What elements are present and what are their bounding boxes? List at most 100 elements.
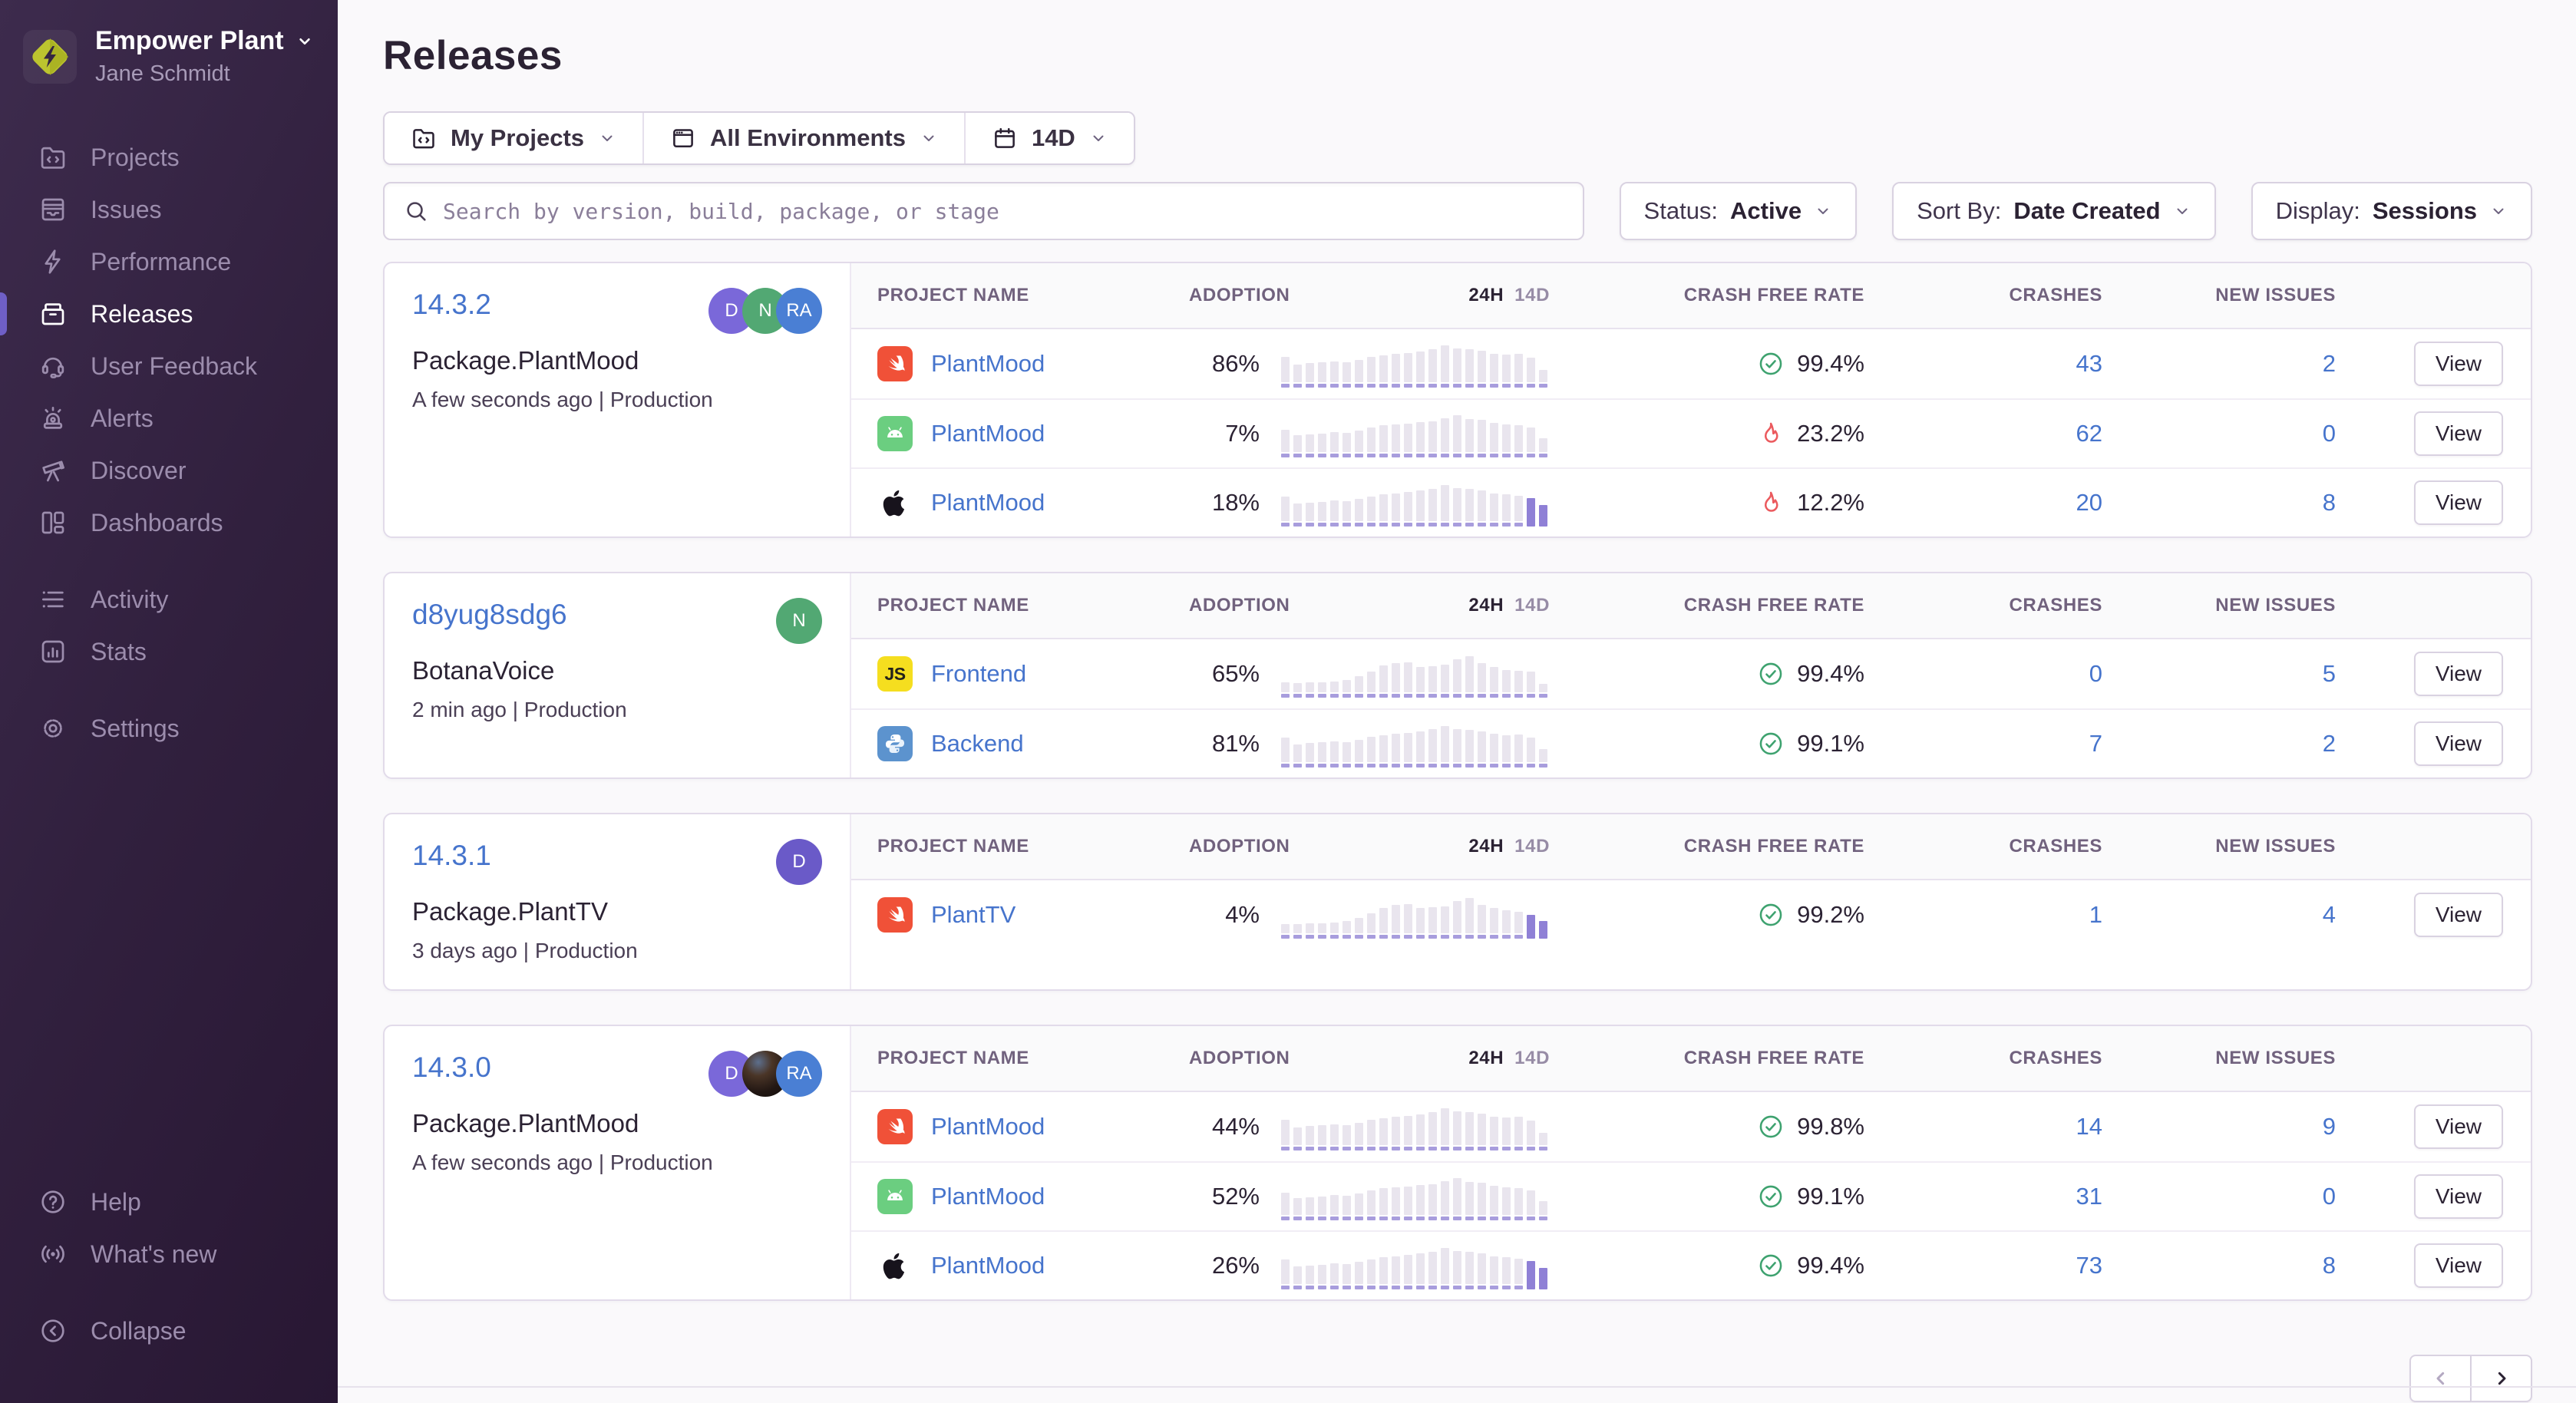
environment-filter-dropdown[interactable]: All Environments [642,113,964,163]
new-issues-link[interactable]: 2 [2322,730,2336,757]
release-version-link[interactable]: d8yug8sdg6 [412,599,567,630]
release-version-link[interactable]: 14.3.1 [412,840,491,871]
adoption-window-toggle[interactable]: 24H 14D [1468,1048,1550,1069]
display-dropdown[interactable]: Display: Sessions [2251,182,2532,240]
crashes-link[interactable]: 43 [2076,350,2102,377]
new-issues-link[interactable]: 8 [2322,489,2336,516]
project-link[interactable]: Frontend [931,660,1027,687]
toggle-14d[interactable]: 14D [1514,836,1550,857]
crashes-link[interactable]: 20 [2076,489,2102,516]
view-button[interactable]: View [2413,721,2503,766]
avatar[interactable]: D [776,839,822,885]
toggle-24h[interactable]: 24H [1468,836,1504,857]
toggle-24h[interactable]: 24H [1468,285,1504,305]
sidebar-item-settings[interactable]: Settings [0,702,338,754]
project-link[interactable]: PlantMood [931,420,1045,447]
toggle-14d[interactable]: 14D [1514,595,1550,616]
new-issues-link[interactable]: 8 [2322,1252,2336,1279]
sidebar-item-releases[interactable]: Releases [0,288,338,340]
crash-free-check-icon [1757,1113,1785,1141]
date-range-dropdown[interactable]: 14D [963,113,1134,163]
avatar[interactable]: RA [776,288,822,334]
adoption-window-toggle[interactable]: 24H 14D [1468,285,1550,306]
whats-new-icon [38,1240,68,1269]
project-link[interactable]: PlantMood [931,1252,1045,1279]
view-button[interactable]: View [2413,342,2503,386]
toggle-14d[interactable]: 14D [1514,285,1550,305]
adoption-sparkline [1281,650,1573,698]
project-link[interactable]: PlantTV [931,901,1016,928]
page-title: Releases [383,33,563,78]
crashes-link[interactable]: 7 [2089,730,2102,757]
sidebar-item-collapse[interactable]: Collapse [0,1305,338,1357]
adoption-window-toggle[interactable]: 24H 14D [1468,595,1550,616]
project-link[interactable]: PlantMood [931,489,1045,516]
new-issues-link[interactable]: 2 [2322,350,2336,377]
project-link[interactable]: PlantMood [931,350,1045,377]
swift-icon [877,346,913,381]
table-header-row: PROJECT NAME ADOPTION 24H 14D CRASH FREE… [851,814,2531,880]
release-project-row: PlantMood 7% 23.2% 62 0 View [851,398,2531,467]
sidebar-item-label: What's new [91,1240,217,1268]
sidebar-item-stats[interactable]: Stats [0,626,338,678]
sidebar-item-help[interactable]: Help [0,1176,338,1228]
previous-page-button[interactable] [2409,1355,2471,1402]
dashboards-icon [38,508,68,537]
view-button[interactable]: View [2413,1104,2503,1149]
view-button[interactable]: View [2413,893,2503,937]
col-header-new-issues: NEW ISSUES [2215,595,2336,616]
sidebar-item-user-feedback[interactable]: User Feedback [0,340,338,392]
crashes-link[interactable]: 1 [2089,901,2102,928]
next-page-button[interactable] [2471,1355,2532,1402]
adoption-window-toggle[interactable]: 24H 14D [1468,836,1550,857]
sidebar-item-performance[interactable]: Performance [0,236,338,288]
android-icon [877,1179,913,1214]
release-authors: D [776,839,822,885]
sidebar-footer: Help What's new Collapse [0,1176,338,1382]
sidebar-item-discover[interactable]: Discover [0,444,338,497]
release-version-link[interactable]: 14.3.2 [412,289,491,320]
sidebar-item-projects[interactable]: Projects [0,131,338,183]
toggle-14d[interactable]: 14D [1514,1048,1550,1068]
search-input[interactable] [383,182,1584,240]
window-icon [670,125,696,151]
sidebar-item-issues[interactable]: Issues [0,183,338,236]
view-button[interactable]: View [2413,480,2503,525]
projects-filter-dropdown[interactable]: My Projects [385,113,643,163]
avatar[interactable]: N [776,598,822,644]
status-dropdown[interactable]: Status: Active [1619,182,1858,240]
crashes-link[interactable]: 62 [2076,420,2102,447]
view-button[interactable]: View [2413,1243,2503,1288]
activity-icon [38,585,68,614]
crash-free-rate: 23.2% [1797,420,1864,447]
sidebar-item-dashboards[interactable]: Dashboards [0,497,338,549]
sidebar-item-activity[interactable]: Activity [0,573,338,626]
adoption-sparkline [1281,1103,1573,1150]
project-link[interactable]: Backend [931,730,1024,757]
crashes-link[interactable]: 0 [2089,660,2102,687]
new-issues-link[interactable]: 0 [2322,1183,2336,1210]
crashes-link[interactable]: 73 [2076,1252,2102,1279]
sidebar-item-alerts[interactable]: Alerts [0,392,338,444]
sort-by-dropdown[interactable]: Sort By: Date Created [1892,182,2216,240]
new-issues-link[interactable]: 9 [2322,1113,2336,1140]
avatar[interactable]: RA [776,1051,822,1097]
project-link[interactable]: PlantMood [931,1113,1045,1140]
crashes-link[interactable]: 14 [2076,1113,2102,1140]
view-button[interactable]: View [2413,652,2503,696]
crashes-link[interactable]: 31 [2076,1183,2102,1210]
new-issues-link[interactable]: 0 [2322,420,2336,447]
chevron-down-icon [1814,202,1832,220]
adoption-sparkline [1281,891,1573,939]
new-issues-link[interactable]: 5 [2322,660,2336,687]
view-button[interactable]: View [2413,411,2503,456]
view-button[interactable]: View [2413,1174,2503,1219]
new-issues-link[interactable]: 4 [2322,901,2336,928]
release-version-link[interactable]: 14.3.0 [412,1051,491,1083]
toggle-24h[interactable]: 24H [1468,595,1504,616]
toggle-24h[interactable]: 24H [1468,1048,1504,1068]
release-meta: 2 min ago | Production [412,698,627,721]
sidebar-item-what-s-new[interactable]: What's new [0,1228,338,1280]
org-switcher[interactable]: Empower Plant Jane Schmidt [0,26,338,87]
project-link[interactable]: PlantMood [931,1183,1045,1210]
